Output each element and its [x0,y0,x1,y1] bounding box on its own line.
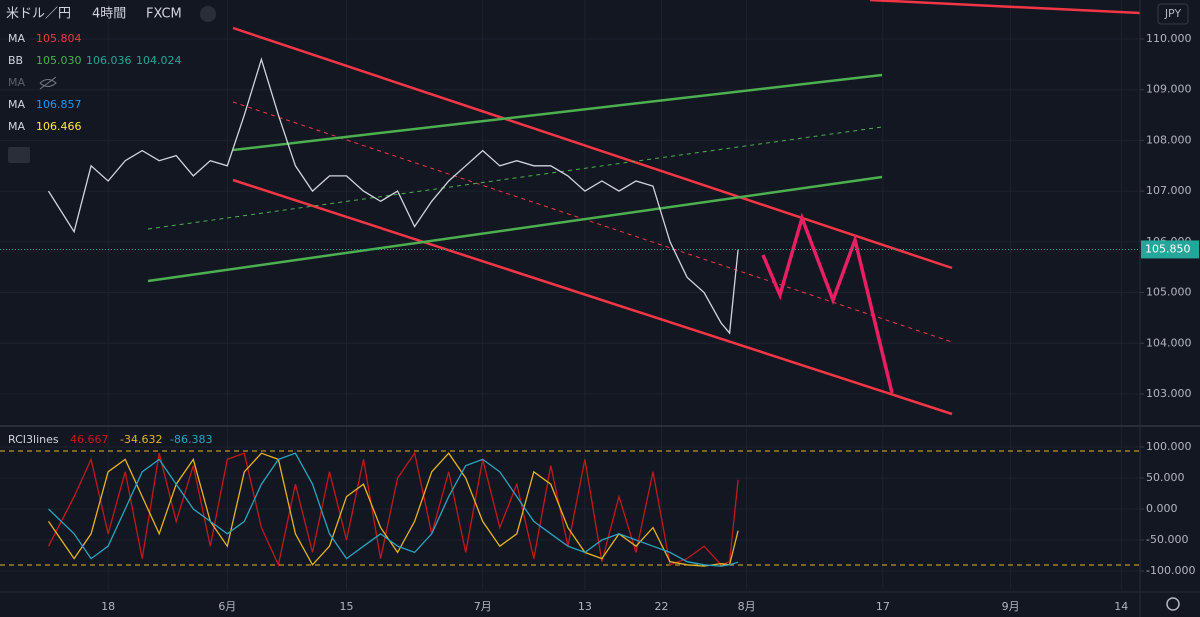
collapse-legend[interactable] [8,147,30,163]
legend-value: 46.667 [70,433,109,446]
indicator-label: MA [8,76,25,89]
last-price-label: 105.850 [1145,242,1191,255]
legend-value: -86.383 [170,433,212,446]
indicator-label: MA [8,120,25,133]
x-tick-label: 17 [876,600,890,613]
green-lower [147,175,883,283]
x-tick-label: 14 [1114,600,1128,613]
source: FXCM [146,7,182,22]
trend-line [869,0,1141,15]
rci-levels [0,450,1140,566]
indicator-label: BB [8,54,23,67]
channel-upper [232,26,953,270]
y-tick-label: -100.000 [1146,564,1195,577]
indicator-value: 105.030 [36,54,82,67]
y-tick-label: 100.000 [1146,440,1192,453]
currency: JPY [1164,7,1182,20]
x-tick-label: 18 [101,600,115,613]
pane-title: RCI3lines [8,433,59,446]
green-mid [147,126,883,230]
y-tick-label: 104.000 [1146,336,1192,349]
indicator-value: 104.024 [136,54,182,67]
series-line [47,452,739,567]
channel-lower [232,178,953,416]
indicator-label: MA [8,32,25,45]
collapse-button[interactable] [200,6,216,22]
indicator-value: 106.857 [36,98,82,111]
green-upper [232,73,883,152]
y-tick-label: 103.000 [1146,387,1192,400]
x-tick-label: 8月 [738,600,756,613]
drawings [147,0,1141,416]
y-tick-label: 108.000 [1146,133,1192,146]
x-tick-label: 7月 [474,600,492,613]
indicator-value: 105.804 [36,32,82,45]
y-tick-label: 107.000 [1146,184,1192,197]
legend-value: -34.632 [120,433,162,446]
x-tick-label: 9月 [1002,600,1020,613]
series-line [48,452,739,567]
y-tick-label: 109.000 [1146,83,1192,96]
interval: 4時間 [92,7,126,22]
indicator-value: 106.036 [86,54,132,67]
x-tick-label: 22 [655,600,669,613]
symbol: 米ドル／円 [6,7,71,22]
series-line [47,451,739,567]
hidden-icon[interactable] [39,76,57,90]
y-tick-label: 110.000 [1146,32,1192,45]
forecast-zigzag [761,212,894,394]
x-tick-label: 15 [340,600,354,613]
channel-mid [232,101,953,343]
y-tick-label: 0.000 [1146,502,1178,515]
series-line [47,57,739,335]
last-price-tag [1141,240,1199,259]
x-tick-label: 6月 [218,600,236,613]
currency-button[interactable] [1157,3,1189,25]
x-tick-label: 13 [578,600,592,613]
indicator-value: 106.466 [36,120,82,133]
y-tick-label: -50.000 [1146,533,1188,546]
y-tick-label: 50.000 [1146,471,1185,484]
settings-icon[interactable] [1166,597,1180,611]
y-tick-label: 105.000 [1146,286,1192,299]
indicator-label: MA [8,98,25,111]
